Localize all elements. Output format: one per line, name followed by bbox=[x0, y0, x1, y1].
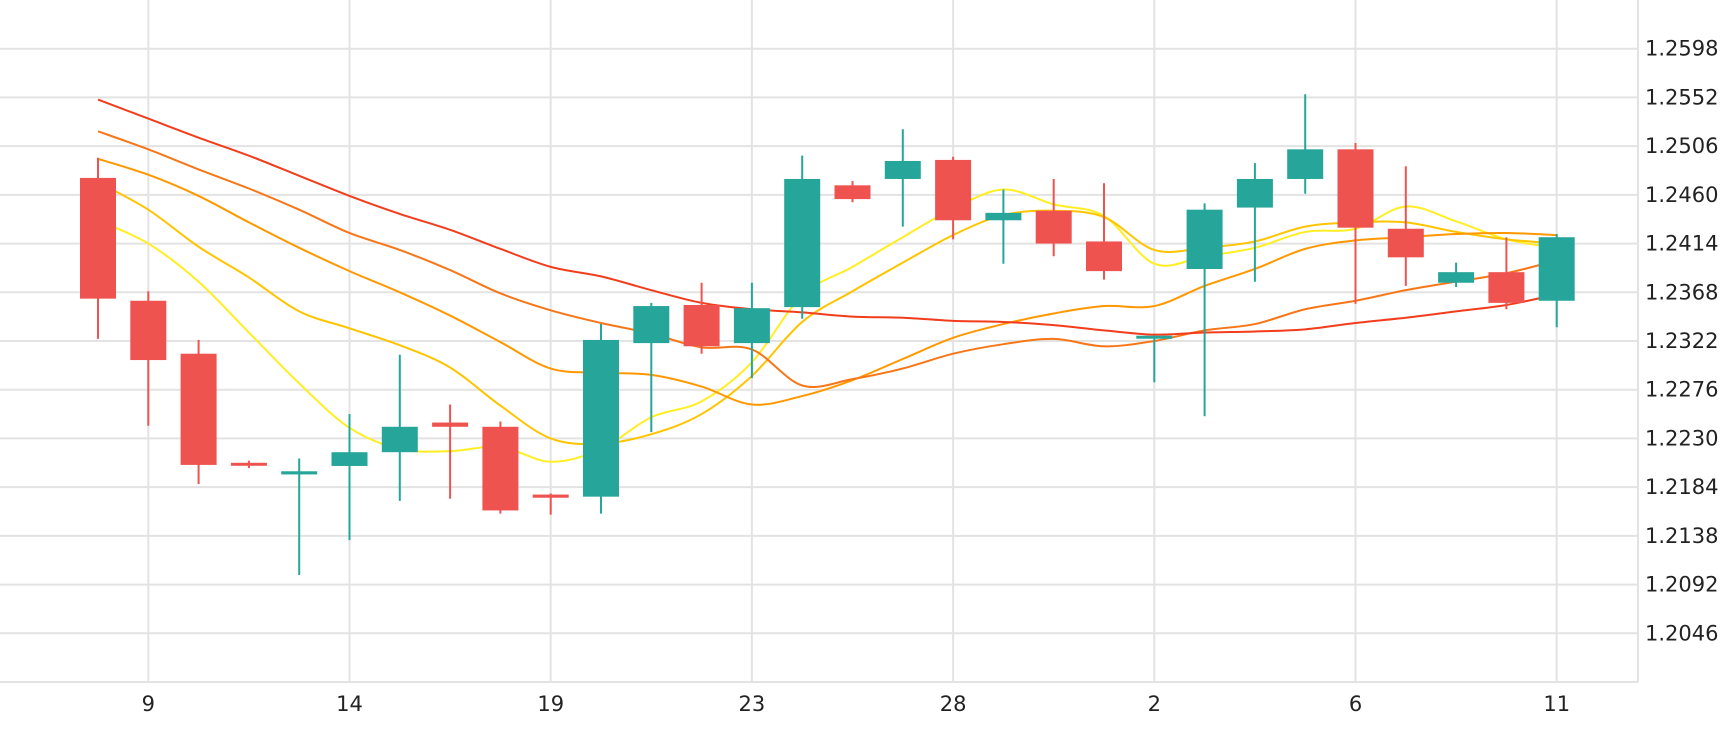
y-tick-label: 1.2322 bbox=[1645, 329, 1718, 353]
y-tick-label: 1.2552 bbox=[1645, 85, 1718, 109]
grid bbox=[0, 0, 1639, 683]
x-tick-label: 19 bbox=[537, 692, 564, 716]
candle-body-down bbox=[834, 185, 871, 200]
y-tick-label: 1.2046 bbox=[1645, 621, 1718, 645]
candle-body-up bbox=[1186, 209, 1223, 269]
candle-body-down bbox=[935, 159, 972, 221]
candle-body-up bbox=[1538, 237, 1575, 301]
y-tick-label: 1.2276 bbox=[1645, 378, 1718, 402]
candle-body-up bbox=[331, 452, 368, 466]
candle-body-up bbox=[784, 178, 821, 308]
x-tick-label: 6 bbox=[1349, 692, 1362, 716]
moving-averages bbox=[97, 98, 1557, 463]
x-axis: 9 14 19 23 28 2 6 11 bbox=[142, 692, 1570, 716]
candles bbox=[80, 94, 1575, 576]
candle-body-up bbox=[381, 426, 418, 453]
moving-average-line-4 bbox=[97, 130, 1557, 388]
candle-body-down bbox=[80, 177, 116, 299]
y-tick-label: 1.2138 bbox=[1645, 524, 1718, 548]
candle-body-down bbox=[532, 494, 569, 498]
candle-body-up bbox=[884, 160, 921, 179]
moving-average-line-2 bbox=[97, 181, 1557, 446]
candle-body-up bbox=[281, 471, 318, 475]
candle-body-down bbox=[1337, 149, 1374, 228]
candle-body-down bbox=[230, 462, 267, 466]
candle-body-up bbox=[633, 306, 670, 344]
candle-body-up bbox=[1438, 272, 1475, 283]
candle-body-down bbox=[1488, 272, 1525, 303]
x-tick-label: 2 bbox=[1148, 692, 1161, 716]
candle-body-up bbox=[733, 308, 770, 344]
y-tick-label: 1.2184 bbox=[1645, 475, 1718, 499]
candle-body-up bbox=[1287, 149, 1324, 179]
y-tick-label: 1.2460 bbox=[1645, 183, 1718, 207]
candle-body-down bbox=[1035, 210, 1072, 244]
y-tick-label: 1.2230 bbox=[1645, 426, 1718, 450]
candle-body-down bbox=[432, 422, 469, 427]
y-tick-label: 1.2506 bbox=[1645, 134, 1718, 158]
y-axis: 1.2598 1.2552 1.2506 1.2460 1.2414 1.2368 1.23… bbox=[1645, 37, 1718, 646]
moving-average-line-5 bbox=[97, 98, 1557, 336]
candle-body-down bbox=[180, 353, 217, 465]
candle-body-up bbox=[985, 212, 1022, 221]
x-tick-label: 9 bbox=[142, 692, 155, 716]
candle-body-down bbox=[130, 300, 167, 361]
x-tick-label: 11 bbox=[1543, 692, 1570, 716]
candle-body-up bbox=[1236, 178, 1273, 208]
x-tick-label: 14 bbox=[336, 692, 363, 716]
x-tick-label: 28 bbox=[940, 692, 967, 716]
y-tick-label: 1.2368 bbox=[1645, 280, 1718, 304]
candle-body-down bbox=[1086, 241, 1122, 272]
candle-body-down bbox=[683, 304, 720, 347]
y-tick-label: 1.2092 bbox=[1645, 573, 1718, 597]
candle-body-up bbox=[583, 339, 619, 497]
y-tick-label: 1.2414 bbox=[1645, 232, 1718, 256]
candle-body-down bbox=[482, 426, 519, 511]
candle-body-up bbox=[1136, 335, 1173, 339]
x-tick-label: 23 bbox=[739, 692, 766, 716]
candle-body-down bbox=[1387, 228, 1424, 258]
y-tick-label: 1.2598 bbox=[1645, 37, 1718, 61]
moving-average-line-3 bbox=[97, 157, 1557, 406]
